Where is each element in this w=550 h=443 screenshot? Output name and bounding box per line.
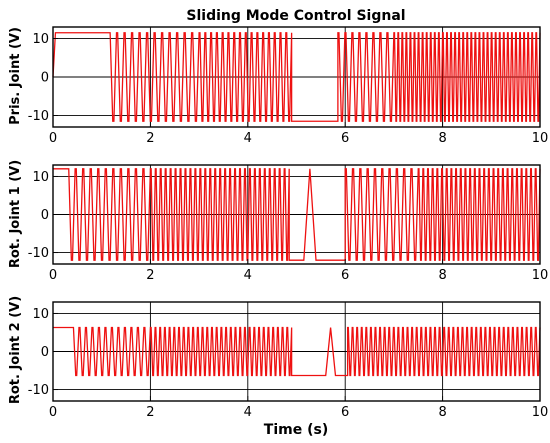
x-tick-label: 4 — [244, 131, 252, 146]
y-axis-label: Rot. Joint 1 (V) — [8, 160, 23, 268]
x-tick-label: 2 — [146, 405, 154, 420]
x-tick-label: 2 — [146, 131, 154, 146]
control-signal-line — [53, 326, 541, 377]
x-tick-label: 0 — [49, 131, 57, 146]
y-tick-label: 0 — [41, 345, 49, 360]
x-tick-label: 10 — [532, 268, 549, 283]
control-signal-line — [53, 168, 541, 261]
x-tick-label: 10 — [532, 131, 549, 146]
x-axis-label: Time (s) — [264, 422, 328, 438]
y-tick-label: 10 — [32, 170, 49, 185]
x-tick-label: 10 — [532, 405, 549, 420]
y-axis-label: Rot. Joint 2 (V) — [8, 296, 23, 404]
x-tick-label: 4 — [244, 405, 252, 420]
x-tick-label: 0 — [49, 405, 57, 420]
y-tick-label: -10 — [28, 246, 49, 261]
x-tick-label: 0 — [49, 268, 57, 283]
y-tick-label: 0 — [41, 71, 49, 86]
x-tick-label: 8 — [438, 131, 446, 146]
x-tick-label: 6 — [341, 268, 349, 283]
y-tick-label: 10 — [32, 307, 49, 322]
x-tick-label: 2 — [146, 268, 154, 283]
x-tick-label: 6 — [341, 131, 349, 146]
y-tick-label: 0 — [41, 208, 49, 223]
y-tick-label: 10 — [32, 32, 49, 47]
y-tick-label: -10 — [28, 383, 49, 398]
x-tick-label: 4 — [244, 268, 252, 283]
x-tick-label: 8 — [438, 268, 446, 283]
x-tick-label: 6 — [341, 405, 349, 420]
x-tick-label: 8 — [438, 405, 446, 420]
y-axis-label: Pris. Joint (V) — [8, 27, 23, 125]
figure-title: Sliding Mode Control Signal — [186, 8, 405, 24]
y-tick-label: -10 — [28, 109, 49, 124]
control-signal-line — [52, 32, 541, 122]
